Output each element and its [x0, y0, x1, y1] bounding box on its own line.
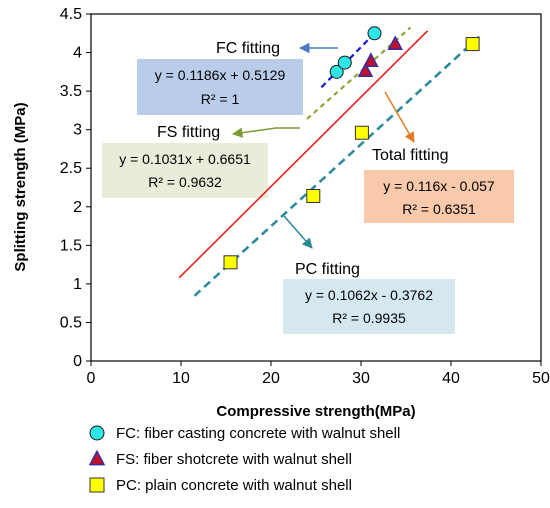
fs-legend-label: FS: fiber shotcrete with walnut shell	[116, 451, 352, 468]
plot-area	[90, 13, 542, 362]
total-r2: R² = 0.6351	[402, 201, 476, 217]
total-callout-arrow	[384, 91, 415, 143]
fc-equation-box: y = 0.1186x + 0.5129 R² = 1	[137, 59, 303, 115]
y-tick-label: 2	[73, 199, 82, 216]
fc-data-point	[329, 64, 344, 79]
y-tick-label: 3	[73, 122, 82, 139]
x-tick-label: 0	[87, 370, 96, 387]
pc-data-point	[223, 255, 238, 270]
x-tick-label: 50	[532, 370, 550, 387]
y-tick-label: 4	[73, 45, 82, 62]
pc-box-background	[283, 279, 455, 334]
total-equation: y = 0.116x - 0.057	[383, 178, 495, 194]
fc-data-point	[367, 26, 382, 41]
fs-data-point	[387, 35, 403, 51]
pc-fitting-label: PC fitting	[295, 261, 360, 278]
fs-callout-arrow	[231, 127, 300, 138]
fs-fitting-label: FS fitting	[157, 124, 220, 141]
y-axis-title: Splitting strength (MPa)	[12, 102, 29, 271]
total-fitting-label: Total fitting	[372, 147, 448, 164]
total-box-background	[364, 170, 514, 223]
pc-data-point	[465, 37, 480, 52]
pc-data-point	[306, 188, 321, 203]
pc-data-point	[354, 125, 369, 140]
pc-legend-label: PC: plain concrete with walnut shell	[116, 477, 352, 494]
x-tick-label: 30	[352, 370, 370, 387]
x-axis-title: Compressive strength(MPa)	[216, 403, 415, 420]
pc-equation-box: y = 0.1062x - 0.3762 R² = 0.9935	[283, 279, 455, 334]
fc-legend-marker	[89, 425, 105, 441]
fc-r2: R² = 1	[201, 91, 240, 107]
y-tick-label: 0	[73, 353, 82, 370]
fs-legend-marker	[88, 449, 106, 466]
fs-r2: R² = 0.9632	[148, 174, 222, 190]
fc-fit-line	[320, 29, 378, 89]
fc-box-background	[137, 59, 303, 115]
data-markers	[223, 26, 480, 270]
y-tick-label: 4.5	[60, 6, 82, 23]
pc-r2: R² = 0.9935	[332, 310, 406, 326]
fc-data-point	[337, 55, 352, 70]
fs-equation-box: y = 0.1031x + 0.6651 R² = 0.9632	[102, 143, 268, 198]
fc-fitting-label: FC fitting	[216, 40, 280, 57]
total-fit-line	[178, 30, 429, 279]
pc-equation: y = 0.1062x - 0.3762	[305, 287, 433, 303]
total-equation-box: y = 0.116x - 0.057 R² = 0.6351	[364, 170, 514, 223]
fit-lines	[178, 26, 484, 297]
x-tick-label: 40	[442, 370, 460, 387]
y-tick-label: 2.5	[60, 160, 82, 177]
legend: FC: fiber casting concrete with walnut s…	[88, 425, 400, 494]
y-tick-label: 3.5	[60, 83, 82, 100]
fc-legend-label: FC: fiber casting concrete with walnut s…	[116, 425, 400, 442]
pc-callout-arrow	[283, 215, 313, 249]
x-tick-label: 20	[262, 370, 280, 387]
fs-data-point	[363, 52, 379, 67]
pc-legend-marker	[89, 477, 105, 493]
x-tick-label: 10	[172, 370, 190, 387]
y-tick-label: 1.5	[60, 237, 82, 254]
y-tick-label: 1	[73, 276, 82, 293]
fc-equation: y = 0.1186x + 0.5129	[155, 67, 286, 83]
axis-ticks: 0 10 20 30 40 50 0 0.5 1 1.5 2 2.5 3 3.5 4 4.5	[60, 6, 550, 387]
fs-equation: y = 0.1031x + 0.6651	[119, 151, 251, 167]
fs-data-point	[357, 62, 374, 78]
fs-box-background	[102, 143, 268, 198]
y-tick-label: 0.5	[60, 314, 82, 331]
